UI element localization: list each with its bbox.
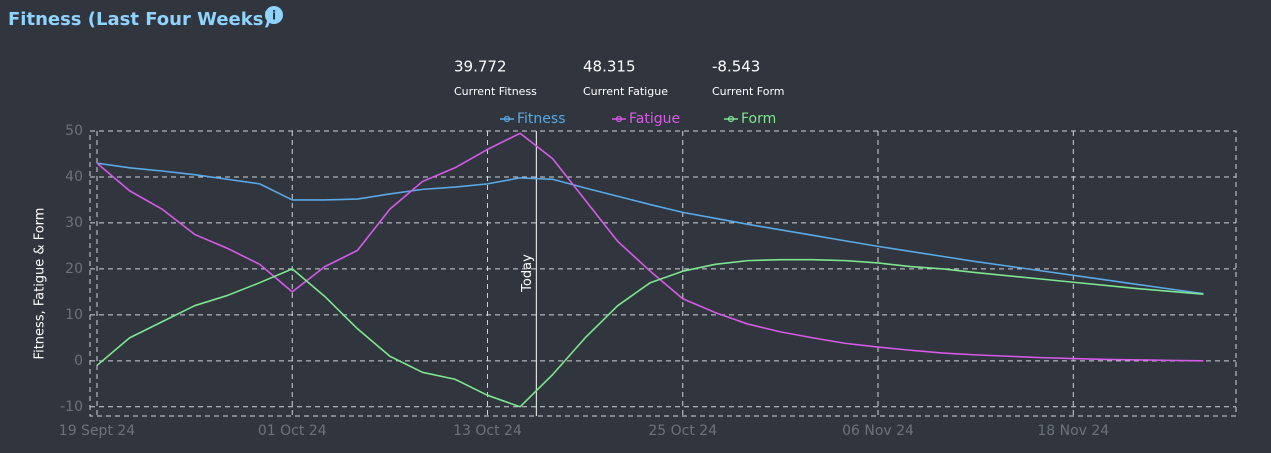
info-icon[interactable]: i [265, 6, 283, 24]
y-tick-label: -10 [60, 399, 83, 415]
x-tick-label: 25 Oct 24 [648, 423, 717, 439]
series-line [96, 162, 1204, 295]
y-tick-label: 20 [65, 261, 83, 277]
plot-frame [89, 130, 1237, 417]
stat-value: 48.315 [583, 58, 636, 76]
legend-label: Fitness [517, 111, 566, 127]
series-line [96, 258, 1204, 408]
legend-marker [727, 115, 735, 123]
y-tick-label: 30 [65, 215, 83, 231]
x-tick-label: 19 Sept 24 [59, 423, 135, 439]
y-tick-label: 40 [65, 169, 83, 185]
stat-value: -8.543 [712, 58, 760, 76]
y-axis-label: Fitness, Fatigue & Form [33, 208, 48, 360]
svg-text:i: i [272, 9, 276, 23]
x-tick-label: 13 Oct 24 [453, 423, 522, 439]
stat-value: 39.772 [454, 58, 507, 76]
y-tick-label: 10 [65, 307, 83, 323]
stat-label: Current Form [712, 85, 785, 98]
legend-marker [503, 115, 511, 123]
legend-label: Fatigue [629, 111, 680, 127]
legend-marker [615, 115, 623, 123]
x-tick-label: 18 Nov 24 [1037, 423, 1109, 439]
today-label: Today [520, 254, 535, 293]
legend-label: Form [741, 111, 776, 127]
chart-title: Fitness (Last Four Weeks) [8, 9, 272, 30]
series-line [96, 132, 1204, 362]
stat-label: Current Fatigue [583, 85, 668, 98]
x-tick-label: 06 Nov 24 [842, 423, 914, 439]
stat-label: Current Fitness [454, 85, 537, 98]
y-tick-label: 50 [65, 123, 83, 139]
x-tick-label: 01 Oct 24 [258, 423, 327, 439]
y-tick-label: 0 [74, 353, 83, 369]
